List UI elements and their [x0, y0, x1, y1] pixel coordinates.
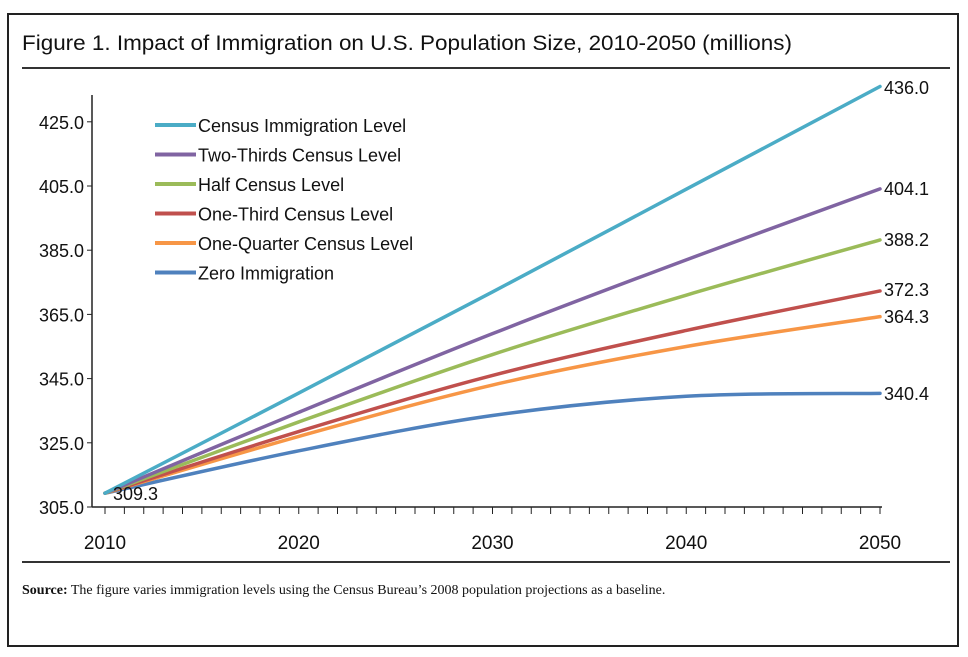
- end-value-label: 436.0: [884, 78, 929, 98]
- y-tick-label: 365.0: [39, 305, 84, 325]
- x-tick-label: 2050: [859, 533, 901, 554]
- legend-label: One-Third Census Level: [198, 205, 393, 225]
- y-tick-label: 345.0: [39, 370, 84, 390]
- legend-item: One-Quarter Census Level: [155, 234, 413, 254]
- legend-item: Census Immigration Level: [155, 116, 406, 136]
- end-value-label: 340.4: [884, 384, 929, 404]
- x-tick-label: 2010: [84, 533, 126, 554]
- x-tick-label: 2040: [665, 533, 707, 554]
- legend-item: Half Census Level: [155, 175, 344, 195]
- end-value-label: 372.3: [884, 280, 929, 300]
- end-value-label: 364.3: [884, 307, 929, 327]
- end-value-label: 388.2: [884, 230, 929, 250]
- legend-label: Zero Immigration: [198, 264, 334, 284]
- chart-title: Figure 1. Impact of Immigration on U.S. …: [22, 32, 792, 55]
- y-tick-label: 325.0: [39, 434, 84, 454]
- legend: Census Immigration Level Two-Thirds Censu…: [155, 116, 413, 284]
- series-line: [103, 187, 882, 495]
- series-line: [103, 314, 882, 495]
- series-line: [103, 289, 882, 495]
- y-tick-label: 405.0: [39, 177, 84, 197]
- series-line: [103, 391, 882, 495]
- series-lines: 436.0 404.1 388.2 372.3 364.3 340.4: [103, 78, 929, 495]
- y-tick-label: 385.0: [39, 241, 84, 261]
- x-tick-label: 2020: [278, 533, 320, 554]
- y-tick-label: 425.0: [39, 113, 84, 133]
- legend-item: One-Third Census Level: [155, 205, 393, 225]
- series-line: [103, 84, 882, 495]
- series-line: [103, 238, 882, 495]
- legend-item: Zero Immigration: [155, 264, 334, 284]
- legend-label: Two-Thirds Census Level: [198, 146, 401, 166]
- x-tick-label: 2030: [471, 533, 513, 554]
- source-note: Source: The figure varies immigration le…: [22, 583, 665, 598]
- figure-border: [7, 13, 959, 647]
- source-label: Source:: [22, 583, 68, 598]
- axes: 305.0 325.0 345.0 365.0 385.0 405.0 425.0 2010 2…: [39, 95, 901, 554]
- legend-label: One-Quarter Census Level: [198, 234, 413, 254]
- legend-label: Census Immigration Level: [198, 116, 406, 136]
- source-text: The figure varies immigration levels usi…: [71, 583, 665, 598]
- legend-item: Two-Thirds Census Level: [155, 146, 401, 166]
- start-label: 309.3: [113, 484, 158, 504]
- y-tick-label: 305.0: [39, 498, 84, 518]
- end-value-label: 404.1: [884, 179, 929, 199]
- legend-label: Half Census Level: [198, 175, 344, 195]
